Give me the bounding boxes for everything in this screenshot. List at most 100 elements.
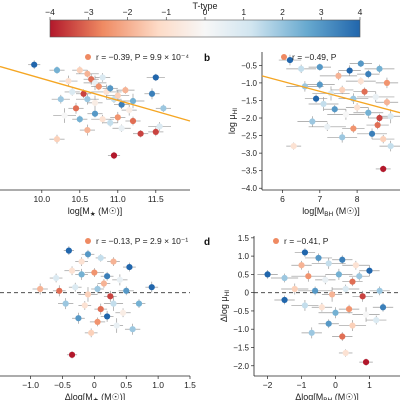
x-tick-label: 6 [280,194,285,204]
data-point [56,287,63,294]
data-point [94,285,101,293]
data-point [104,273,111,280]
colorbar: T-type −4 −3 −2 −1 0 1 2 3 4 [45,1,363,38]
data-point [342,111,350,118]
panel-a-stellar-mass: 10.0 10.5 11.0 11.5 log[M★ (M☉)] r = −0.39, P… [0,52,191,218]
x-axis-label-sub: ★ [93,396,99,400]
colorbar-tick-label: −3 [84,7,94,17]
colorbar-tick-label: 0 [203,7,208,17]
data-point [325,320,332,327]
data-point [76,67,83,74]
data-point [91,99,99,106]
x-axis-label-tail: (M☉)] [332,392,359,400]
data-point [376,287,383,294]
y-axis-label-sub: HI [232,108,239,115]
data-point [122,87,129,94]
colorbar-bar [49,19,361,38]
data-point [156,123,163,130]
data-point [324,123,331,130]
data-point [88,329,95,336]
x-tick-label: 11.5 [148,194,164,204]
data-point [78,271,85,278]
data-point [84,96,91,103]
y-tick-label: −2.5 [241,132,257,141]
data-point [129,97,137,105]
data-point [110,300,117,307]
data-point [84,291,92,298]
x-tick-label: 10.0 [34,194,51,204]
data-point [387,113,394,120]
data-point [368,130,376,137]
x-tick-label: −0.5 [54,380,71,390]
y-tick-label: −1.0 [241,79,257,88]
colorbar-tick-label: 4 [358,7,363,17]
x-tick-label: 0 [333,380,338,390]
data-point [301,302,309,309]
data-point [114,114,121,121]
data-point [290,143,297,150]
data-point [312,95,320,102]
data-point [126,263,133,271]
data-point [53,274,60,282]
regression-line [261,75,400,114]
colorbar-tick-label: 2 [280,7,285,17]
data-point [298,262,305,269]
data-point [119,309,127,316]
data-point [116,276,123,283]
data-point [118,125,125,132]
data-point [309,118,316,125]
x-tick-label: 0 [92,380,97,390]
data-point [65,247,72,254]
correlation-statistic: r = −0.41, P [284,236,329,246]
y-tick-label: −2.0 [233,362,249,371]
data-point [335,72,342,79]
data-point [80,90,87,97]
data-point [152,74,159,81]
x-axis-label-main: log[M [302,206,324,216]
data-point [264,271,271,278]
data-point [61,112,68,119]
data-point [318,304,326,311]
data-point [339,256,346,263]
data-point [113,322,120,329]
correlation-statistic: r = −0.39, P = 9.9 × 10⁻⁴ [96,52,189,62]
data-point [315,254,322,262]
data-point [110,152,118,159]
data-point [81,302,88,309]
data-point [372,93,379,101]
legend-marker [273,238,279,244]
data-point [84,126,91,134]
y-tick-label: −4.0 [241,184,257,193]
y-axis-label-main: Δlog μ [219,296,229,322]
data-point [94,318,101,326]
data-point [328,291,336,298]
data-point [53,67,61,74]
data-point [123,287,130,294]
data-point [320,100,327,108]
data-point [346,67,353,74]
colorbar-tick-label: −1 [161,7,171,17]
panel-b-black-hole-mass: 6 7 8 −0.5 −1.0 −1.5 −2.0 −2.5 −3.0 −3.5 −4.0 log[M… [204,52,400,218]
data-point [316,81,323,88]
data-point [135,300,143,307]
data-point [376,65,383,72]
data-point [100,280,108,287]
data-point [57,96,64,103]
legend-marker [281,54,287,60]
data-point [114,92,121,99]
data-point [365,109,372,116]
data-point [118,101,125,108]
data-point [349,322,356,329]
data-point [129,117,137,125]
x-tick-label: 10.5 [72,194,89,204]
data-point [345,306,353,313]
data-point [331,106,338,113]
data-point [31,61,38,68]
x-axis-label: Δlog[MBH (M☉)] [295,392,359,400]
data-point [65,77,72,85]
data-point [374,121,381,129]
x-tick-label: −1.0 [22,380,39,390]
data-point [359,293,366,300]
colorbar-tick-label: 1 [241,7,246,17]
y-tick-label: 1.5 [238,234,250,243]
